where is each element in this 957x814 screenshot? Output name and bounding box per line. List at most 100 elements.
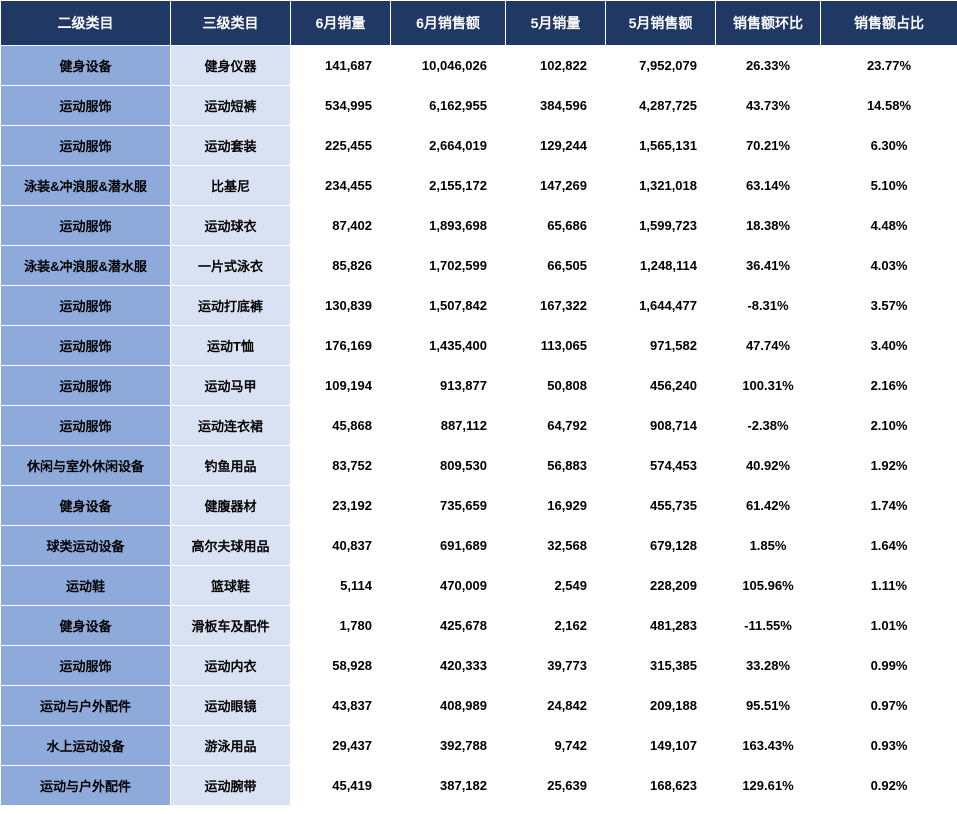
cell-data: 2,549: [506, 566, 606, 606]
cell-data: 65,686: [506, 206, 606, 246]
cell-data: 534,995: [291, 86, 391, 126]
sales-table: 二级类目 三级类目 6月销量 6月销售额 5月销量 5月销售额 销售额环比 销售…: [0, 0, 957, 806]
cell-cat2: 运动服饰: [1, 366, 171, 406]
cell-data: 149,107: [606, 726, 716, 766]
cell-cat2: 球类运动设备: [1, 526, 171, 566]
cell-data: 26.33%: [716, 46, 821, 86]
cell-cat3: 高尔夫球用品: [171, 526, 291, 566]
cell-data: 384,596: [506, 86, 606, 126]
col-header-mom: 销售额环比: [716, 1, 821, 46]
cell-cat3: 健身仪器: [171, 46, 291, 86]
cell-data: 40,837: [291, 526, 391, 566]
cell-data: 58,928: [291, 646, 391, 686]
col-header-cat2: 二级类目: [1, 1, 171, 46]
cell-cat2: 运动与户外配件: [1, 686, 171, 726]
table-row: 休闲与室外休闲设备钓鱼用品83,752809,53056,883574,4534…: [1, 446, 957, 486]
cell-data: 425,678: [391, 606, 506, 646]
cell-cat2: 运动服饰: [1, 406, 171, 446]
cell-data: 7,952,079: [606, 46, 716, 86]
cell-data: 679,128: [606, 526, 716, 566]
cell-data: 16,929: [506, 486, 606, 526]
cell-data: 1.01%: [821, 606, 957, 646]
cell-data: 129,244: [506, 126, 606, 166]
cell-data: 14.58%: [821, 86, 957, 126]
cell-data: 40.92%: [716, 446, 821, 486]
cell-data: 1.11%: [821, 566, 957, 606]
cell-data: -2.38%: [716, 406, 821, 446]
cell-data: 43,837: [291, 686, 391, 726]
cell-cat2: 运动服饰: [1, 646, 171, 686]
table-row: 运动服饰运动套装225,4552,664,019129,2441,565,131…: [1, 126, 957, 166]
cell-data: 163.43%: [716, 726, 821, 766]
col-header-jun-qty: 6月销量: [291, 1, 391, 46]
table-row: 健身设备健腹器材23,192735,65916,929455,73561.42%…: [1, 486, 957, 526]
cell-data: 25,639: [506, 766, 606, 806]
cell-data: 176,169: [291, 326, 391, 366]
cell-data: 1,702,599: [391, 246, 506, 286]
cell-data: 168,623: [606, 766, 716, 806]
cell-cat3: 健腹器材: [171, 486, 291, 526]
cell-cat3: 运动腕带: [171, 766, 291, 806]
cell-data: 56,883: [506, 446, 606, 486]
cell-data: -8.31%: [716, 286, 821, 326]
cell-cat2: 休闲与室外休闲设备: [1, 446, 171, 486]
cell-data: 1,321,018: [606, 166, 716, 206]
cell-cat3: 运动连衣裙: [171, 406, 291, 446]
cell-data: -11.55%: [716, 606, 821, 646]
cell-cat2: 健身设备: [1, 46, 171, 86]
cell-data: 0.93%: [821, 726, 957, 766]
table-row: 水上运动设备游泳用品29,437392,7889,742149,107163.4…: [1, 726, 957, 766]
header-row: 二级类目 三级类目 6月销量 6月销售额 5月销量 5月销售额 销售额环比 销售…: [1, 1, 957, 46]
cell-data: 392,788: [391, 726, 506, 766]
cell-cat2: 运动服饰: [1, 86, 171, 126]
cell-data: 36.41%: [716, 246, 821, 286]
cell-data: 64,792: [506, 406, 606, 446]
cell-data: 234,455: [291, 166, 391, 206]
cell-cat2: 泳装&冲浪服&潜水服: [1, 246, 171, 286]
cell-cat2: 运动鞋: [1, 566, 171, 606]
cell-data: 5,114: [291, 566, 391, 606]
cell-data: 4.03%: [821, 246, 957, 286]
cell-cat3: 运动T恤: [171, 326, 291, 366]
cell-cat3: 运动球衣: [171, 206, 291, 246]
cell-data: 130,839: [291, 286, 391, 326]
cell-data: 908,714: [606, 406, 716, 446]
cell-cat2: 运动服饰: [1, 126, 171, 166]
cell-data: 456,240: [606, 366, 716, 406]
cell-cat2: 健身设备: [1, 486, 171, 526]
cell-data: 2,155,172: [391, 166, 506, 206]
col-header-may-amt: 5月销售额: [606, 1, 716, 46]
table-row: 运动服饰运动短裤534,9956,162,955384,5964,287,725…: [1, 86, 957, 126]
table-row: 健身设备健身仪器141,68710,046,026102,8227,952,07…: [1, 46, 957, 86]
cell-data: 32,568: [506, 526, 606, 566]
cell-data: 18.38%: [716, 206, 821, 246]
cell-data: 1,507,842: [391, 286, 506, 326]
cell-data: 63.14%: [716, 166, 821, 206]
cell-data: 1,248,114: [606, 246, 716, 286]
cell-data: 4.48%: [821, 206, 957, 246]
cell-data: 45,419: [291, 766, 391, 806]
cell-cat3: 比基尼: [171, 166, 291, 206]
cell-data: 39,773: [506, 646, 606, 686]
cell-data: 1,780: [291, 606, 391, 646]
cell-data: 209,188: [606, 686, 716, 726]
col-header-share: 销售额占比: [821, 1, 957, 46]
cell-data: 809,530: [391, 446, 506, 486]
cell-data: 85,826: [291, 246, 391, 286]
table-row: 运动与户外配件运动腕带45,419387,18225,639168,623129…: [1, 766, 957, 806]
cell-data: 470,009: [391, 566, 506, 606]
cell-data: 70.21%: [716, 126, 821, 166]
table-row: 运动服饰运动打底裤130,8391,507,842167,3221,644,47…: [1, 286, 957, 326]
table-row: 运动服饰运动内衣58,928420,33339,773315,38533.28%…: [1, 646, 957, 686]
cell-data: 141,687: [291, 46, 391, 86]
cell-cat2: 泳装&冲浪服&潜水服: [1, 166, 171, 206]
cell-data: 147,269: [506, 166, 606, 206]
cell-data: 87,402: [291, 206, 391, 246]
cell-cat3: 运动眼镜: [171, 686, 291, 726]
cell-data: 2,162: [506, 606, 606, 646]
cell-data: 9,742: [506, 726, 606, 766]
cell-data: 50,808: [506, 366, 606, 406]
cell-data: 691,689: [391, 526, 506, 566]
cell-data: 420,333: [391, 646, 506, 686]
cell-data: 971,582: [606, 326, 716, 366]
